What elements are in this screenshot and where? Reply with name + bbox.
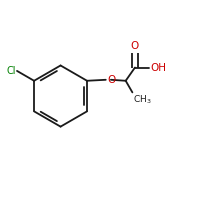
Text: OH: OH — [150, 63, 166, 73]
Text: O: O — [107, 75, 116, 85]
Text: CH$_3$: CH$_3$ — [133, 93, 152, 106]
Text: Cl: Cl — [7, 66, 16, 76]
Text: O: O — [131, 41, 139, 51]
